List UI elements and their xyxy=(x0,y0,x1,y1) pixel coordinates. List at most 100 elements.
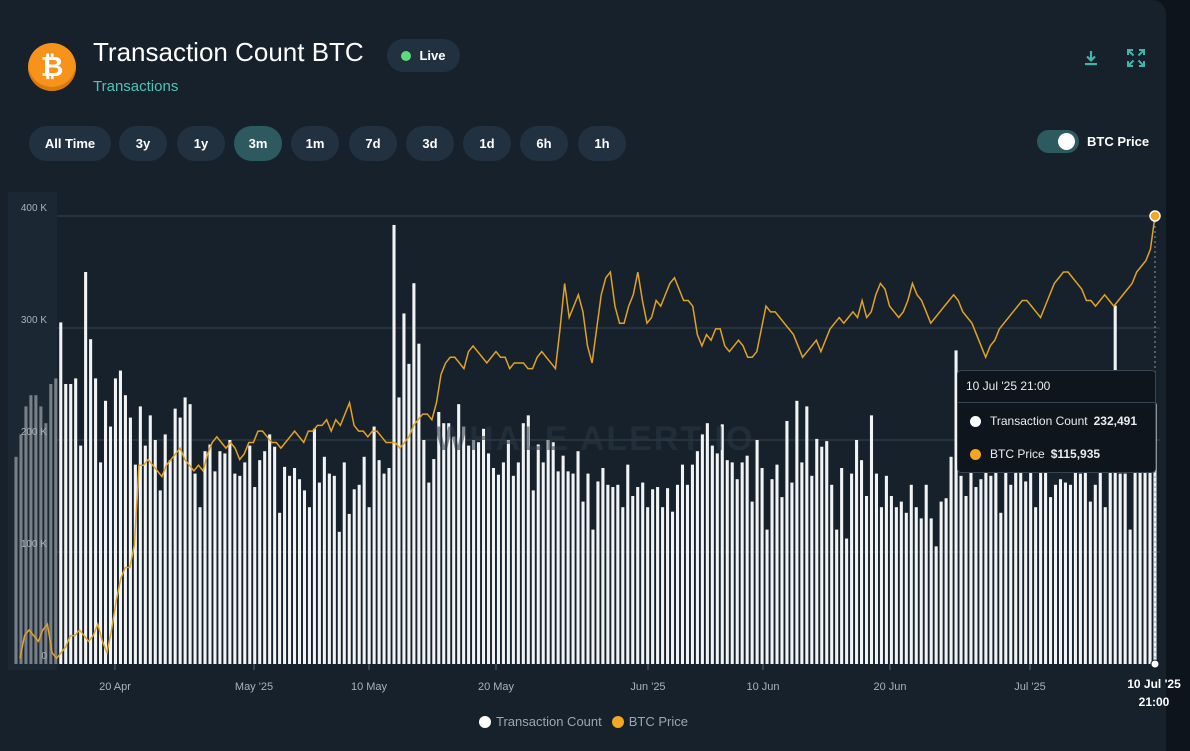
transaction-count-bar xyxy=(959,475,963,664)
transaction-count-bar xyxy=(54,378,58,664)
transaction-count-bar xyxy=(815,438,819,664)
transaction-count-bar xyxy=(49,384,53,664)
range-button-1h[interactable]: 1h xyxy=(578,126,626,161)
range-button-1d[interactable]: 1d xyxy=(463,126,511,161)
range-button-1m[interactable]: 1m xyxy=(291,126,339,161)
transaction-count-bar xyxy=(671,511,675,664)
transaction-count-bar xyxy=(258,460,262,664)
transaction-count-bar xyxy=(889,496,893,664)
legend-item-transaction-count[interactable]: Transaction Count xyxy=(479,714,602,729)
transaction-count-bar xyxy=(94,378,98,664)
btc-price-toggle-label: BTC Price xyxy=(1087,134,1150,149)
transaction-count-bar xyxy=(307,507,311,664)
transaction-count-bar xyxy=(223,453,227,664)
range-button-6h[interactable]: 6h xyxy=(520,126,568,161)
transaction-count-bar xyxy=(661,507,665,664)
range-button-3y[interactable]: 3y xyxy=(119,126,167,161)
transaction-count-bar xyxy=(750,501,754,664)
transaction-count-bar xyxy=(188,404,192,664)
x-tick-label: 10 Jun xyxy=(746,681,779,693)
transaction-count-bar xyxy=(1029,440,1033,664)
range-button-all-time[interactable]: All Time xyxy=(29,126,111,161)
transaction-count-bar xyxy=(954,350,958,664)
transaction-count-bar xyxy=(830,484,834,664)
transaction-count-bar xyxy=(566,471,570,664)
transaction-count-bar xyxy=(511,475,515,664)
transaction-count-bar xyxy=(795,400,799,664)
transaction-count-bar xyxy=(327,473,331,664)
transaction-count-bar xyxy=(372,426,376,664)
transaction-count-bar xyxy=(770,479,774,664)
transaction-count-bar xyxy=(690,464,694,664)
transaction-count-bar xyxy=(1024,481,1028,664)
transaction-count-bar xyxy=(725,460,729,664)
transaction-count-bar xyxy=(273,446,277,664)
transaction-count-bar xyxy=(546,440,550,664)
transaction-count-bar xyxy=(357,484,361,664)
transaction-count-bar xyxy=(103,400,108,664)
transaction-count-bar xyxy=(636,487,640,664)
transaction-count-hover-point xyxy=(1150,659,1160,669)
expand-icon xyxy=(1127,49,1145,67)
transaction-count-bar xyxy=(611,487,615,664)
transaction-count-bar xyxy=(362,456,366,664)
expand-button[interactable] xyxy=(1124,46,1148,70)
transaction-count-bar xyxy=(268,434,272,664)
transaction-count-bar xyxy=(472,440,476,664)
page-title: Transaction Count BTC xyxy=(93,37,364,67)
transaction-count-bar xyxy=(531,490,535,664)
transaction-count-bar xyxy=(1088,501,1092,664)
range-button-3d[interactable]: 3d xyxy=(406,126,454,161)
x-tick-label-current-time: 21:00 xyxy=(1139,695,1170,709)
transaction-count-bar xyxy=(29,395,33,664)
transaction-count-bar xyxy=(387,468,391,664)
transaction-count-bar xyxy=(715,453,719,664)
transaction-count-bar xyxy=(123,395,127,664)
transaction-count-bar xyxy=(745,455,749,664)
transaction-count-bar xyxy=(238,475,242,664)
transaction-count-bar xyxy=(994,395,998,664)
transaction-count-bar xyxy=(581,501,585,664)
transaction-count-bar xyxy=(317,482,321,664)
transaction-count-bar xyxy=(213,471,217,664)
transaction-count-bar xyxy=(422,440,426,664)
transaction-count-bar xyxy=(1039,454,1043,664)
transaction-count-bar xyxy=(108,426,113,664)
transaction-count-bar xyxy=(845,538,849,664)
range-button-3m[interactable]: 3m xyxy=(234,126,282,161)
transaction-count-bar xyxy=(178,417,182,664)
chart-tooltip: 10 Jul '25 21:00 Transaction Count 232,4… xyxy=(957,370,1156,473)
transaction-count-bar xyxy=(874,473,879,664)
transaction-count-bar xyxy=(367,507,371,664)
transaction-count-bar xyxy=(283,466,287,664)
toggle-knob xyxy=(1058,133,1075,150)
transaction-count-bar xyxy=(825,441,829,664)
download-button[interactable] xyxy=(1079,46,1103,70)
transaction-count-bar xyxy=(860,460,864,664)
transaction-count-bar xyxy=(571,473,575,664)
transaction-count-bar xyxy=(720,424,724,664)
transaction-count-bar xyxy=(1098,468,1102,664)
transaction-count-bar xyxy=(506,440,510,664)
transaction-count-bar xyxy=(591,529,595,664)
transaction-count-bar xyxy=(486,453,491,664)
transaction-count-bar xyxy=(1019,470,1023,664)
tooltip-date: 10 Jul '25 21:00 xyxy=(958,371,1155,403)
transaction-count-bar xyxy=(198,507,202,664)
btc-price-toggle[interactable] xyxy=(1037,130,1079,153)
transaction-count-bar xyxy=(133,464,137,664)
transaction-count-bar xyxy=(128,417,132,664)
transaction-count-bar xyxy=(288,475,292,664)
transaction-count-bar xyxy=(427,482,431,664)
y-tick-label: 0 xyxy=(41,651,47,662)
transaction-count-bar xyxy=(705,423,709,664)
x-tick-label: 20 May xyxy=(478,681,515,693)
transaction-count-bar xyxy=(342,462,346,664)
range-button-1y[interactable]: 1y xyxy=(177,126,225,161)
range-button-7d[interactable]: 7d xyxy=(349,126,397,161)
transaction-count-bar xyxy=(1093,484,1097,664)
legend-item-btc-price[interactable]: BTC Price xyxy=(611,714,688,729)
transaction-count-bar xyxy=(1063,482,1068,664)
transaction-count-bar xyxy=(621,507,625,664)
legend-label: BTC Price xyxy=(628,714,688,729)
